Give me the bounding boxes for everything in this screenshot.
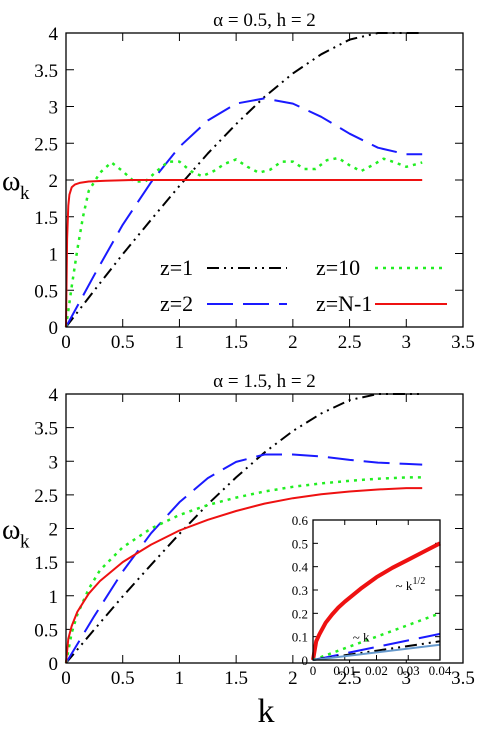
- series-line-z-1: [312, 640, 441, 661]
- y-tick-label: 4: [49, 385, 59, 406]
- x-tick-label: 1: [175, 668, 185, 689]
- x-tick-label: 0: [61, 332, 71, 353]
- y-tick-label: 3.5: [34, 61, 58, 82]
- chart-title: α = 1.5, h = 2: [213, 371, 316, 392]
- legend-label: z=1: [160, 255, 193, 280]
- series-line-z-2: [65, 97, 423, 328]
- y-tick-label: 2: [49, 171, 59, 192]
- y-tick-label: 3: [49, 452, 59, 473]
- inset-background: [313, 520, 440, 660]
- y-tick-label: 1.5: [34, 553, 58, 574]
- top-panel: 0 0.5 1 1.5 2 2.5 3 3.5 0 0.5 1 1.5 2 2.5 3 3.5 4 α = 0.5…: [2, 10, 475, 353]
- y-tick-label: 0.6: [292, 513, 309, 528]
- y-axis-label-subscript: k: [20, 532, 30, 553]
- series-line-linear-fit: [312, 643, 441, 661]
- legend-label: z=2: [160, 291, 193, 316]
- chart-title: α = 0.5, h = 2: [213, 10, 316, 31]
- y-axis-label-subscript: k: [20, 183, 30, 204]
- y-tick-label: 1: [49, 245, 59, 266]
- x-axis-label: k: [258, 693, 275, 730]
- x-tick-label: 0: [61, 668, 71, 689]
- y-tick-label: 0.5: [34, 620, 58, 641]
- y-tick-label: 2.5: [34, 486, 58, 507]
- series-line-z-10: [312, 612, 441, 662]
- y-tick-label: 1: [49, 587, 59, 608]
- y-axis-label: ω: [2, 515, 20, 546]
- y-tick-label: 3: [49, 98, 59, 119]
- bottom-panel: 0 0.5 1 1.5 2 2.5 3 3.5 0 0.5 1 1.5 2 2.5 3 3.5 4 α = 1.5…: [2, 371, 475, 730]
- x-tick-label: 2: [288, 332, 298, 353]
- x-tick-label: 1: [175, 332, 185, 353]
- x-tick-label: 2.5: [338, 332, 362, 353]
- y-tick-label: 0.5: [34, 281, 58, 302]
- x-tick-label: 1.5: [224, 332, 248, 353]
- plot-frame: [65, 393, 464, 664]
- x-tick-label: 3: [402, 668, 412, 689]
- x-tick-label: 0: [310, 663, 317, 678]
- series-line-z-n-1: [65, 179, 423, 328]
- y-tick-label: 1.5: [34, 208, 58, 229]
- x-tick-label: 1.5: [224, 668, 248, 689]
- series-line-z-2: [65, 453, 423, 664]
- x-tick-label: 0.5: [111, 332, 135, 353]
- y-tick-label: 0: [302, 653, 309, 668]
- y-tick-label: 2: [49, 520, 59, 541]
- series-line-z-1: [65, 393, 423, 664]
- x-tick-label: 2.5: [338, 668, 362, 689]
- x-tick-label: 3.5: [451, 332, 475, 353]
- x-tick-label: 3: [402, 332, 412, 353]
- x-tick-label: 3.5: [451, 668, 475, 689]
- x-tick-label: 0.04: [429, 663, 452, 678]
- y-tick-label: 4: [49, 24, 59, 45]
- series-line-z-n-1: [65, 487, 423, 664]
- legend-label: z=10: [316, 255, 360, 280]
- y-tick-label: 2.5: [34, 134, 58, 155]
- y-tick-label: 0.1: [292, 630, 308, 645]
- plot-frame: [312, 519, 441, 661]
- x-tick-label: 2: [288, 668, 298, 689]
- series-line-z-1: [65, 32, 423, 328]
- x-tick-label: 0.01: [333, 663, 356, 678]
- y-tick-label: 0: [49, 318, 59, 339]
- y-tick-label: 0: [49, 654, 59, 675]
- plot-frame: [65, 32, 464, 328]
- y-tick-label: 0.4: [292, 560, 309, 575]
- inset-annotation-superscript: 1/2: [413, 576, 426, 587]
- x-tick-label: 0.02: [365, 663, 388, 678]
- inset-annotation: ~ k: [353, 629, 370, 644]
- series-line-z-10: [64, 156, 423, 328]
- y-tick-label: 0.2: [292, 606, 308, 621]
- x-tick-label: 0.03: [397, 663, 420, 678]
- legend-label: z=N-1: [316, 291, 372, 316]
- inset-annotation: ~ k: [396, 578, 413, 593]
- y-tick-label: 3.5: [34, 419, 58, 440]
- x-tick-label: 0.5: [111, 668, 135, 689]
- series-line-z-2: [312, 632, 441, 661]
- y-tick-label: 0.3: [292, 583, 308, 598]
- y-axis-label: ω: [2, 166, 20, 197]
- series-line-z-n-1-fit: [311, 541, 441, 661]
- y-tick-label: 0.5: [292, 536, 308, 551]
